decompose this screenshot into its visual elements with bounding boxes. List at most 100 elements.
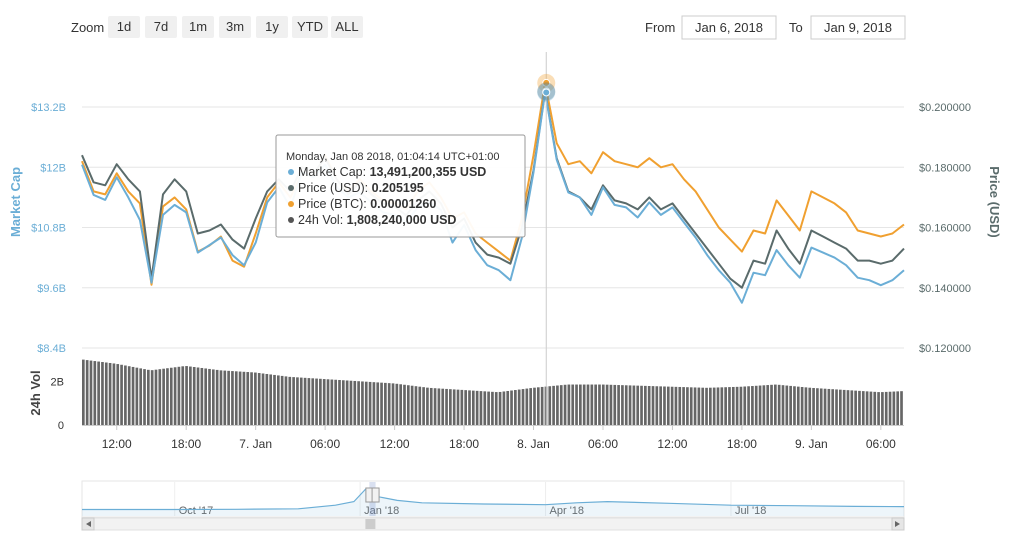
volume-bar bbox=[479, 391, 483, 425]
volume-axis-tick-label: 2B bbox=[51, 376, 64, 388]
volume-bar bbox=[800, 386, 804, 425]
volume-bar bbox=[108, 362, 112, 425]
volume-bar bbox=[177, 366, 181, 425]
volume-bar bbox=[781, 385, 785, 425]
tooltip-dot-price-btc bbox=[288, 201, 294, 207]
volume-bar bbox=[208, 368, 211, 425]
volume-bar bbox=[231, 371, 234, 425]
left-axis-tick-label: $12B bbox=[40, 162, 66, 174]
volume-bar bbox=[158, 369, 162, 425]
right-axis-tick-label: $0.200000 bbox=[919, 102, 971, 114]
hover-marker-market-cap bbox=[542, 88, 551, 97]
volume-bar bbox=[139, 368, 143, 425]
left-axis-title: Market Cap bbox=[8, 167, 23, 237]
scrollbar[interactable] bbox=[81, 517, 905, 531]
volume-bar bbox=[659, 386, 662, 425]
left-axis-tick-label: $10.8B bbox=[31, 223, 66, 235]
volume-bar bbox=[441, 388, 445, 425]
volume-bar bbox=[774, 384, 777, 425]
zoom-1y-button[interactable]: 1y bbox=[256, 16, 288, 38]
tooltip-dot-price-usd bbox=[288, 185, 294, 191]
volume-bar bbox=[341, 380, 345, 425]
volume-bar bbox=[789, 385, 792, 425]
volume-bar bbox=[567, 384, 571, 425]
volume-bar bbox=[900, 391, 903, 425]
volume-bar bbox=[211, 369, 215, 425]
volume-bar bbox=[261, 373, 265, 425]
volume-bar bbox=[705, 387, 708, 425]
volume-bar bbox=[743, 386, 747, 425]
right-axis-tick-label: $0.160000 bbox=[919, 223, 971, 235]
zoom-3m-button[interactable]: 3m bbox=[219, 16, 251, 38]
zoom-1y-label: 1y bbox=[265, 19, 279, 34]
volume-bar bbox=[299, 377, 303, 425]
volume-bar bbox=[731, 386, 735, 425]
volume-bar bbox=[579, 384, 582, 425]
scroll-left-button[interactable] bbox=[81, 517, 95, 531]
from-date-input[interactable]: Jan 6, 2018 bbox=[681, 15, 777, 40]
left-axis-tick-label: $13.2B bbox=[31, 102, 66, 114]
x-axis-tick-label: 18:00 bbox=[449, 437, 479, 451]
scroll-right-button[interactable] bbox=[891, 517, 905, 531]
volume-bar bbox=[120, 364, 123, 425]
tooltip-row-volume: 24h Vol: 1,808,240,000 USD bbox=[298, 213, 456, 227]
zoom-7d-button[interactable]: 7d bbox=[145, 16, 177, 38]
zoom-1m-button[interactable]: 1m bbox=[182, 16, 214, 38]
volume-bar bbox=[563, 384, 567, 425]
volume-bar bbox=[162, 368, 165, 425]
volume-bar bbox=[445, 388, 448, 425]
volume-bar bbox=[559, 385, 563, 425]
arrow-left-icon bbox=[86, 521, 91, 527]
left-axis-tick-label: $8.4B bbox=[37, 343, 66, 355]
volume-bar bbox=[116, 364, 120, 425]
navigator-tick-label: Oct '17 bbox=[179, 505, 214, 517]
navigator-line bbox=[82, 487, 905, 511]
volume-bar bbox=[640, 385, 643, 425]
volume-bar bbox=[491, 391, 494, 425]
x-axis-tick-label: 12:00 bbox=[380, 437, 410, 451]
volume-bar bbox=[257, 373, 261, 425]
right-axis-tick-label: $0.120000 bbox=[919, 343, 971, 355]
to-date-input[interactable]: Jan 9, 2018 bbox=[810, 15, 906, 40]
volume-bar bbox=[429, 387, 433, 425]
volume-bar bbox=[529, 388, 532, 425]
volume-bar bbox=[127, 366, 131, 425]
volume-bar bbox=[322, 379, 326, 425]
volume-bar bbox=[265, 373, 269, 425]
tooltip-value-price-btc: 0.00001260 bbox=[370, 197, 436, 211]
navigator[interactable]: Oct '17 Jan '18 Apr '18 Jul '18 bbox=[81, 480, 905, 518]
zoom-1d-button[interactable]: 1d bbox=[108, 16, 140, 38]
volume-bar bbox=[166, 368, 169, 425]
volume-bar bbox=[689, 387, 693, 425]
zoom-all-button[interactable]: ALL bbox=[331, 16, 363, 38]
volume-bar bbox=[185, 366, 188, 425]
volume-bar bbox=[598, 384, 601, 425]
series-line-market-cap bbox=[81, 91, 905, 304]
volume-bar bbox=[674, 386, 678, 425]
volume-bar bbox=[112, 363, 116, 425]
zoom-7d-label: 7d bbox=[154, 19, 168, 34]
x-axis-tick-label: 8. Jan bbox=[517, 437, 550, 451]
volume-bars bbox=[82, 359, 903, 425]
navigator-handle-right[interactable] bbox=[371, 487, 380, 503]
volume-bar bbox=[816, 388, 819, 425]
volume-bar bbox=[406, 385, 410, 425]
zoom-ytd-button[interactable]: YTD bbox=[292, 16, 328, 38]
volume-bar bbox=[609, 384, 613, 425]
x-axis-tick-label: 06:00 bbox=[866, 437, 896, 451]
volume-bar bbox=[666, 386, 670, 425]
volume-bar bbox=[831, 389, 835, 425]
volume-bar bbox=[655, 386, 659, 425]
volume-bar bbox=[613, 384, 617, 425]
volume-bar bbox=[101, 362, 104, 425]
volume-bar bbox=[242, 371, 246, 425]
right-axis-tick-label: $0.140000 bbox=[919, 283, 971, 295]
volume-bar bbox=[395, 383, 399, 425]
volume-bar bbox=[697, 387, 701, 425]
volume-bar bbox=[292, 377, 295, 425]
scrollbar-thumb[interactable] bbox=[365, 519, 376, 529]
volume-bar bbox=[391, 383, 395, 425]
volume-bar bbox=[770, 384, 773, 425]
navigator-tick-label: Jul '18 bbox=[735, 505, 766, 517]
volume-bar bbox=[437, 388, 441, 425]
